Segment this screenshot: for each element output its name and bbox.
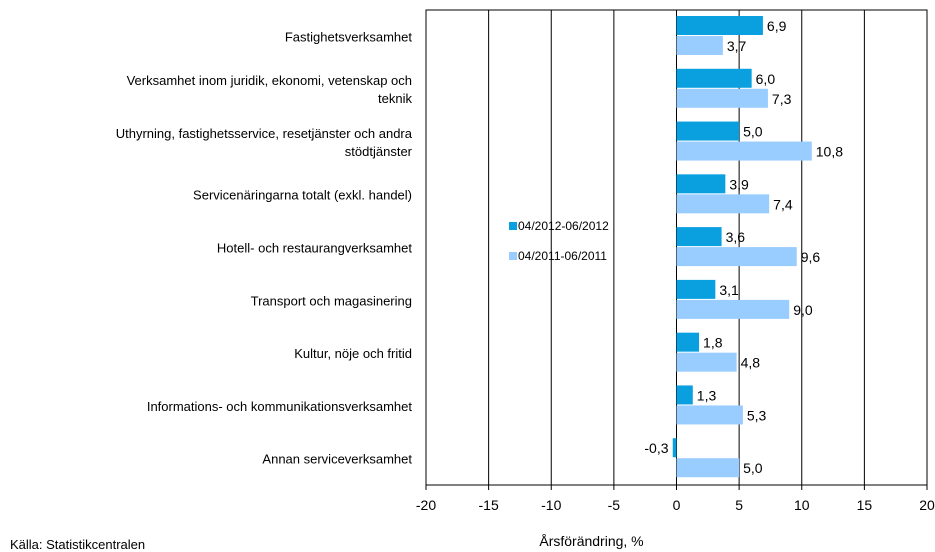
bar-series2 xyxy=(676,88,768,108)
x-tick-label: 5 xyxy=(735,497,743,513)
x-tick-label: 15 xyxy=(857,497,873,513)
data-label: 7,3 xyxy=(772,91,792,107)
bar-series2 xyxy=(676,141,812,161)
legend-swatch xyxy=(509,252,517,260)
bar-series1 xyxy=(676,16,763,35)
category-label: Transport och magasinering xyxy=(251,293,412,308)
data-label: 7,4 xyxy=(773,196,793,212)
data-label: 3,7 xyxy=(727,38,747,54)
source-note: Källa: Statistikcentralen xyxy=(10,537,146,552)
bar-series1 xyxy=(676,68,752,88)
category-label: Hotell- och restaurangverksamhet xyxy=(217,241,412,256)
data-label: 3,9 xyxy=(729,176,749,192)
x-tick-label: -15 xyxy=(479,497,499,513)
category-label: Verksamhet inom juridik, ekonomi, vetens… xyxy=(127,73,413,106)
bar-series1 xyxy=(676,227,722,247)
data-label: 5,0 xyxy=(743,460,763,476)
data-label: 9,6 xyxy=(801,249,821,265)
bar-series2 xyxy=(676,352,737,372)
data-label: 10,8 xyxy=(816,144,843,160)
x-tick-label: -10 xyxy=(541,497,561,513)
x-tick-label: -20 xyxy=(416,497,436,513)
bar-series1 xyxy=(676,121,740,141)
data-label: 5,0 xyxy=(743,124,763,140)
category-label: Servicenäringarna totalt (exkl. handel) xyxy=(193,188,412,203)
data-label: -0,3 xyxy=(644,440,668,456)
data-label: 1,8 xyxy=(703,335,723,351)
category-label: Fastighetsverksamhet xyxy=(285,29,413,44)
data-label: 5,3 xyxy=(747,407,767,423)
legend-swatch xyxy=(509,222,517,230)
legend-label: 04/2011-06/2011 xyxy=(518,249,607,263)
data-label: 6,9 xyxy=(767,18,787,34)
category-label: Informations- och kommunikationsverksamh… xyxy=(147,399,413,414)
category-label: Kultur, nöje och fritid xyxy=(294,346,412,361)
bar-series1 xyxy=(676,385,693,405)
bar-series2 xyxy=(676,405,743,425)
bar-series2 xyxy=(676,36,723,55)
bar-series1 xyxy=(676,279,716,299)
bar-series1 xyxy=(676,332,700,352)
bar-series2 xyxy=(676,247,797,267)
x-tick-label: -5 xyxy=(608,497,621,513)
data-label: 9,0 xyxy=(793,302,813,318)
bar-series2 xyxy=(676,458,740,478)
data-label: 1,3 xyxy=(697,387,717,403)
data-label: 4,8 xyxy=(741,355,761,371)
legend-label: 04/2012-06/2012 xyxy=(518,219,609,233)
category-label: Uthyrning, fastighetsservice, resetjänst… xyxy=(116,126,413,159)
bar-series1 xyxy=(676,174,726,194)
category-label: Annan serviceverksamhet xyxy=(262,452,412,467)
bar-series1 xyxy=(672,438,677,458)
data-label: 3,6 xyxy=(726,229,746,245)
bar-series2 xyxy=(676,299,790,319)
data-label: 6,0 xyxy=(756,71,776,87)
bar-series2 xyxy=(676,194,770,214)
data-label: 3,1 xyxy=(719,282,739,298)
x-axis-title: Årsförändring, % xyxy=(539,533,643,549)
x-tick-label: 10 xyxy=(794,497,810,513)
x-tick-label: 0 xyxy=(673,497,681,513)
x-tick-label: 20 xyxy=(919,497,935,513)
